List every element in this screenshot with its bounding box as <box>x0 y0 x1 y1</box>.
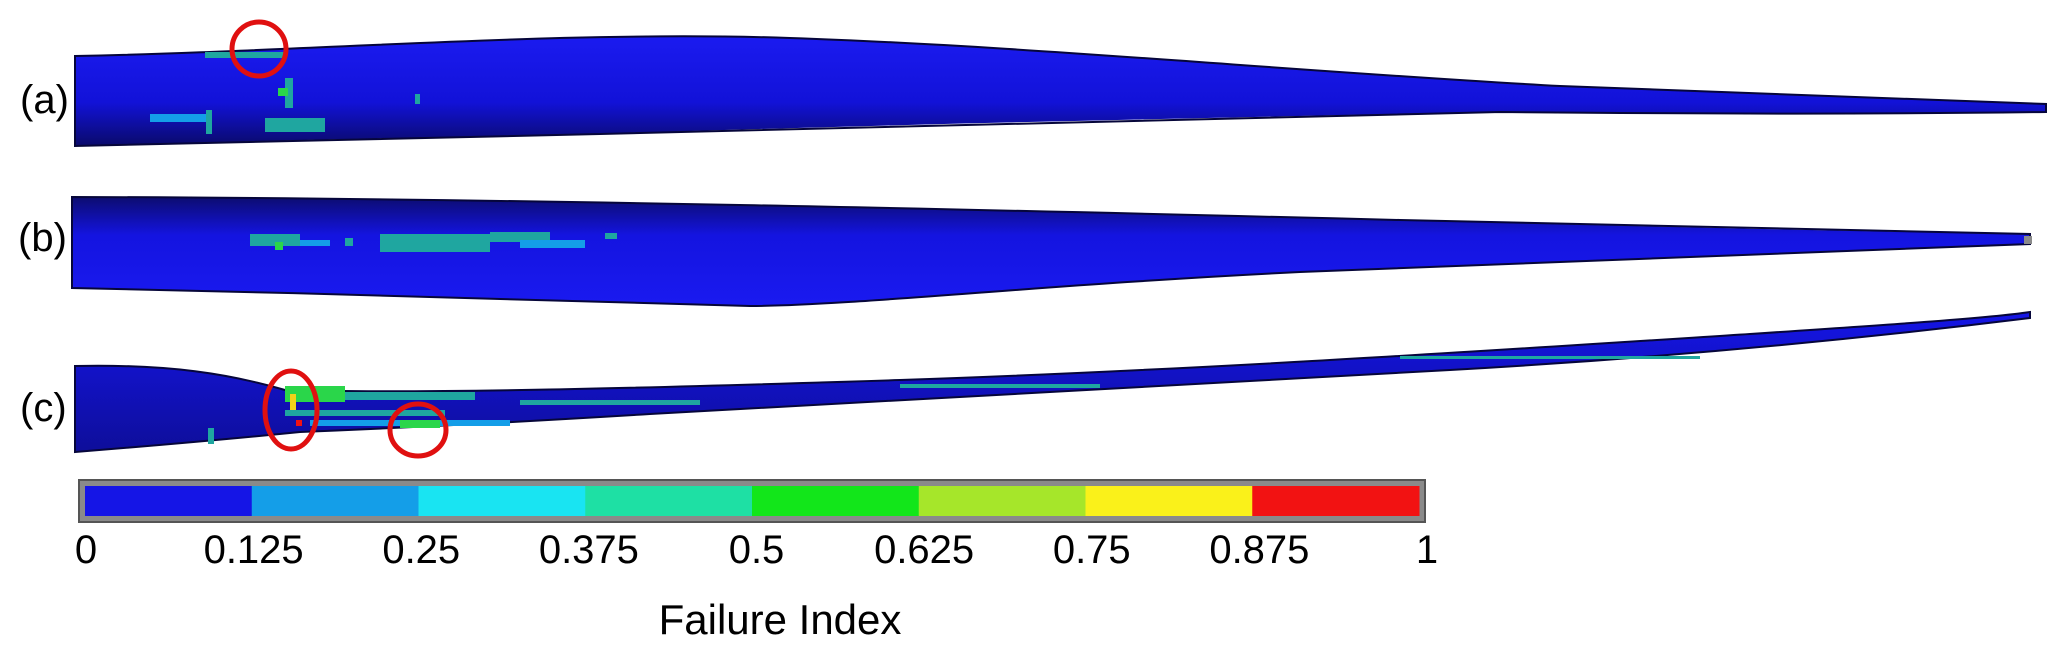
colorbar-segment <box>752 486 920 516</box>
blade-c-hotspot <box>520 400 700 405</box>
blade-a-hotspot <box>265 118 325 132</box>
blade-c-hotspot <box>290 394 296 410</box>
colorbar-tick-label: 0.125 <box>203 528 304 572</box>
blade-a <box>74 19 2047 148</box>
blade-b-hotspot <box>345 238 353 246</box>
blade-a-hotspot <box>285 78 293 108</box>
colorbar-segment <box>1085 486 1253 516</box>
colorbar-segment <box>85 486 253 516</box>
panel-label-b: (b) <box>18 216 67 260</box>
blade-b-hotspot <box>300 240 330 246</box>
blade-b-hotspot <box>275 242 283 250</box>
colorbar-tick-label: 0.625 <box>874 528 975 572</box>
blade-b-body <box>71 195 2031 308</box>
blade-b <box>71 195 2032 308</box>
colorbar-segment <box>585 486 753 516</box>
highlight-circle <box>387 401 449 459</box>
blade-a-hotspot <box>278 88 288 96</box>
colorbar-title: Failure Index <box>658 596 902 643</box>
colorbar-tick-label: 0 <box>74 528 98 572</box>
highlight-circle <box>262 368 320 452</box>
colorbar <box>78 479 1426 523</box>
colorbar-segment <box>418 486 586 516</box>
colorbar-tick-label: 0.5 <box>728 528 785 572</box>
colorbar-segment <box>918 486 1086 516</box>
blade-c-body <box>74 310 2031 454</box>
colorbar-tick-label: 1 <box>1415 528 1439 572</box>
panel-label-c: (c) <box>20 386 67 430</box>
blade-b-hotspot <box>250 234 300 246</box>
blade-b-hotspot <box>520 240 585 248</box>
blade-c-hotspot <box>345 392 475 400</box>
blade-a-hotspot <box>205 52 287 58</box>
colorbar-tick-label: 0.375 <box>538 528 639 572</box>
colorbar-tick-label: 0.875 <box>1209 528 1310 572</box>
blade-c-hotspot <box>1400 356 1700 359</box>
colorbar-segment <box>1252 486 1420 516</box>
blade-b-tip <box>2024 236 2032 244</box>
blade-b-hotspot <box>380 234 490 252</box>
blade-c <box>74 310 2031 459</box>
blade-c-hotspot <box>285 410 445 416</box>
panel-label-a: (a) <box>20 78 69 122</box>
blade-b-hotspot <box>605 233 617 239</box>
blade-a-hotspot <box>415 94 420 104</box>
blade-a-hotspot <box>206 110 212 134</box>
blade-c-hotspot <box>400 420 440 428</box>
colorbar-tick-label: 0.75 <box>1052 528 1131 572</box>
blade-c-hotspot <box>900 384 1100 388</box>
blade-c-hotspot <box>208 428 214 444</box>
colorbar-tick-label: 0.25 <box>382 528 461 572</box>
blade-a-body <box>74 35 2047 148</box>
blade-b-hotspot <box>490 232 550 242</box>
blade-c-hotspot <box>296 420 302 426</box>
highlight-circle <box>229 19 289 79</box>
colorbar-segment <box>251 486 419 516</box>
blade-a-hotspot <box>150 114 210 122</box>
